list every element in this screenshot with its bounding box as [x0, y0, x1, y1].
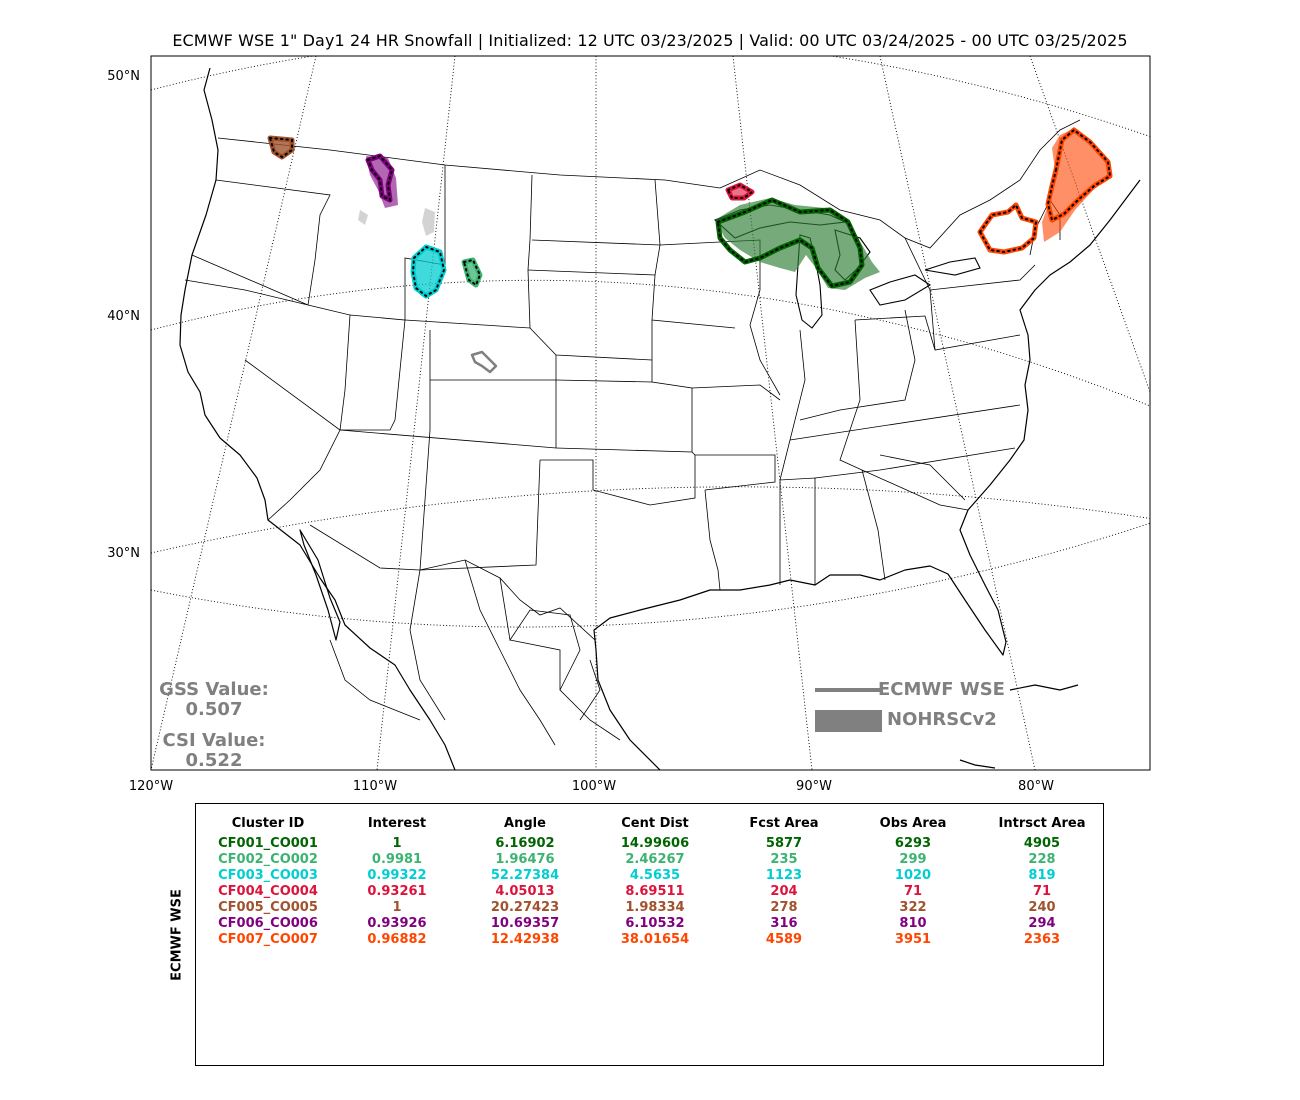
table-cell: CF002_CO002 [218, 852, 318, 867]
forecast-outline-dots [268, 128, 1112, 298]
lat-label-50n: 50°N [107, 69, 140, 84]
legend-fill-label: NOHRSCv2 [887, 709, 997, 730]
lon-label-80w: 80°W [1018, 779, 1054, 794]
lon-label-100w: 100°W [572, 779, 616, 794]
table-cell: 52.27384 [490, 868, 560, 883]
table-cell: 0.99322 [367, 868, 427, 883]
gss-label: GSS Value: [159, 679, 269, 700]
table-cell: 8.69511 [625, 884, 685, 899]
table-header-cell: Interest [367, 816, 427, 831]
table-cell: 4.05013 [495, 884, 555, 899]
table-header-cell: Obs Area [879, 816, 947, 831]
table-cell: 294 [1028, 916, 1056, 931]
gss-value: 0.507 [185, 699, 243, 720]
table-cell: 2363 [1023, 932, 1061, 947]
lon-label-90w: 90°W [796, 779, 832, 794]
map-frame [150, 55, 1151, 771]
table-cell: CF007_CO007 [218, 932, 318, 947]
table-cell: 71 [903, 884, 923, 899]
table-cell: 6.16902 [495, 836, 555, 851]
table-cell: 71 [1032, 884, 1052, 899]
table-cell: 1.98334 [625, 900, 685, 915]
table-cell: 1.96476 [495, 852, 555, 867]
table-cell: 240 [1028, 900, 1056, 915]
table-header-cell: Angle [504, 816, 546, 831]
lat-label-30n: 30°N [107, 546, 140, 561]
map-panel: 50°N 40°N 30°N 120°W 110°W 100°W 90°W 80… [107, 55, 1151, 794]
table-cell: 6.10532 [625, 916, 685, 931]
state-borders [184, 119, 1081, 746]
lon-label-120w: 120°W [129, 779, 173, 794]
table-cell: 316 [770, 916, 798, 931]
observed-snow-areas [270, 128, 1112, 298]
table-cell: 0.93261 [367, 884, 427, 899]
table-cell: CF001_CO001 [218, 836, 318, 851]
table-cell: 12.42938 [490, 932, 560, 947]
table-cell: 810 [899, 916, 927, 931]
table-cell: CF006_CO006 [218, 916, 318, 931]
table-header-cell: Cent Dist [621, 816, 689, 831]
table-cell: 228 [1028, 852, 1056, 867]
table-cell: CF004_CO004 [218, 884, 318, 899]
table-cell: 299 [899, 852, 927, 867]
table-cell: 3951 [894, 932, 932, 947]
csi-label: CSI Value: [162, 730, 266, 751]
table-cell: 278 [770, 900, 798, 915]
forecast-snow-outlines [267, 127, 1113, 374]
lat-label-40n: 40°N [107, 309, 140, 324]
table-cell: 322 [899, 900, 927, 915]
map-legend [815, 688, 882, 732]
legend-fill-swatch [815, 710, 882, 732]
table-cell: 10.69357 [490, 916, 560, 931]
table-cell: 5877 [765, 836, 803, 851]
table-cell: 0.96882 [367, 932, 427, 947]
table-cell: 20.27423 [490, 900, 560, 915]
table-cell: 1 [392, 900, 402, 915]
table-cell: 4905 [1023, 836, 1061, 851]
table-cell: 4.5635 [629, 868, 681, 883]
cluster-stats-table: Cluster ID Interest Angle Cent Dist Fcst Are… [195, 803, 1104, 1066]
table-cell: 6293 [894, 836, 932, 851]
table-cell: 14.99606 [620, 836, 690, 851]
table-cell: 204 [770, 884, 798, 899]
table-cell: 4589 [765, 932, 803, 947]
table-cell: 1123 [765, 868, 803, 883]
lon-label-110w: 110°W [353, 779, 397, 794]
table-header-cell: Cluster ID [231, 816, 305, 831]
csi-value: 0.522 [185, 750, 243, 771]
table-cell: 1 [392, 836, 402, 851]
table-cell: 0.9981 [371, 852, 423, 867]
table-cell: 0.93926 [367, 916, 427, 931]
table-y-label-anchor: ECMWF WSE [170, 889, 185, 981]
table-y-label: ECMWF WSE [169, 889, 185, 981]
coastline [179, 67, 1141, 770]
table-header-cell: Fcst Area [749, 816, 819, 831]
figure-title: ECMWF WSE 1" Day1 24 HR Snowfall | Initi… [172, 31, 1128, 50]
graticule [151, 56, 1150, 770]
table-cell: 1020 [894, 868, 932, 883]
table-cell: 38.01654 [620, 932, 690, 947]
table-header-cell: Intrsct Area [998, 816, 1086, 831]
table-cell: CF003_CO003 [218, 868, 318, 883]
table-cell: 235 [770, 852, 798, 867]
legend-line-label: ECMWF WSE [878, 679, 1005, 700]
table-cell: 2.46267 [625, 852, 685, 867]
table-cell: 819 [1028, 868, 1056, 883]
table-cell: CF005_CO005 [218, 900, 318, 915]
